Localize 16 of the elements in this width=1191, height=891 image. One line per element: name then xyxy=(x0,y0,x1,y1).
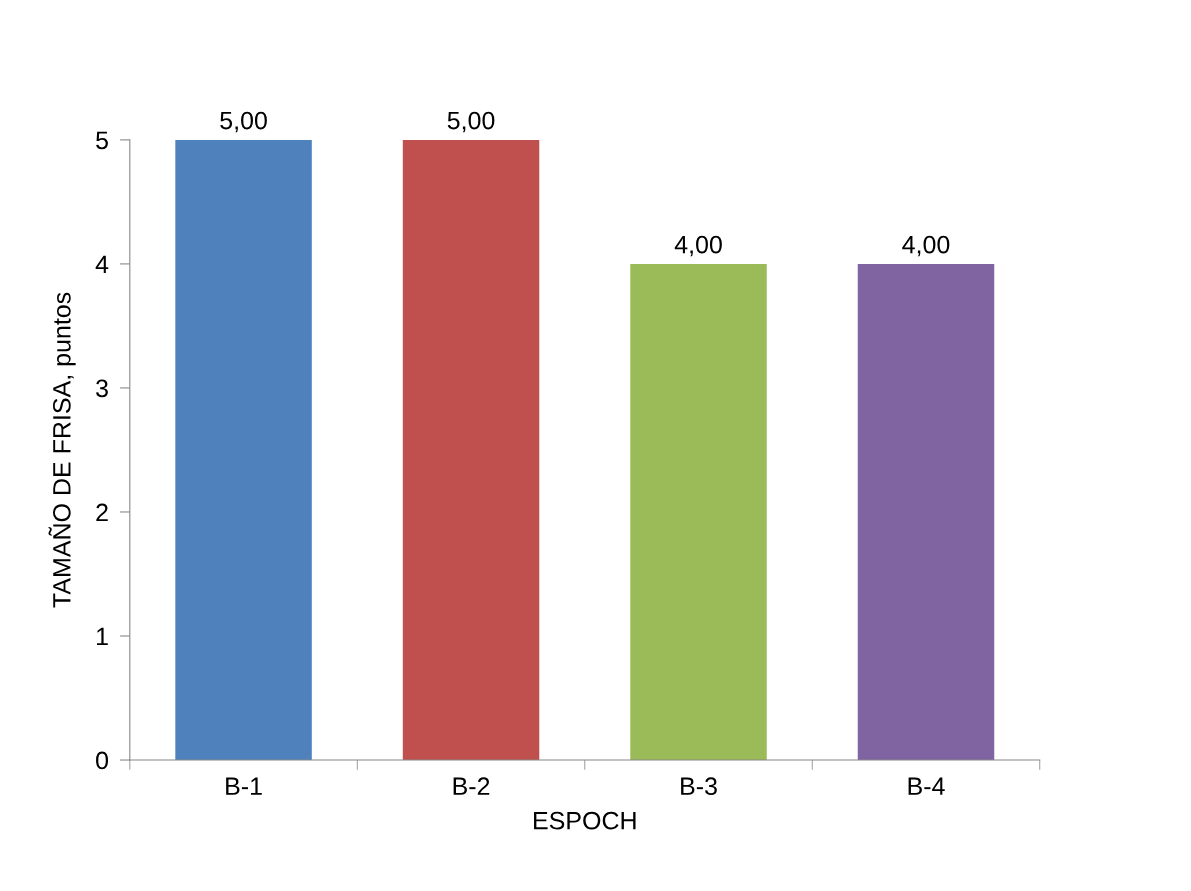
y-tick-label: 1 xyxy=(96,627,108,646)
data-label: 4,00 xyxy=(674,235,722,257)
data-label: 5,00 xyxy=(447,111,495,133)
x-tick-label: B-2 xyxy=(453,777,490,795)
y-tick-label: 4 xyxy=(95,255,109,273)
x-axis-title: ESPOCH xyxy=(534,811,636,830)
y-tick-label: 5 xyxy=(96,131,108,150)
y-tick-label: 0 xyxy=(96,751,109,770)
data-label: 4,00 xyxy=(902,235,950,257)
y-tick-label: 2 xyxy=(96,503,108,522)
x-tick-label: B-1 xyxy=(226,777,262,795)
x-tick-label: B-4 xyxy=(908,777,945,795)
data-label: 5,00 xyxy=(220,111,267,133)
x-tick-label: B-3 xyxy=(681,777,717,796)
y-axis-title: TAMAÑO DE FRISA, puntos xyxy=(48,292,76,608)
y-tick-label: 3 xyxy=(96,379,108,398)
